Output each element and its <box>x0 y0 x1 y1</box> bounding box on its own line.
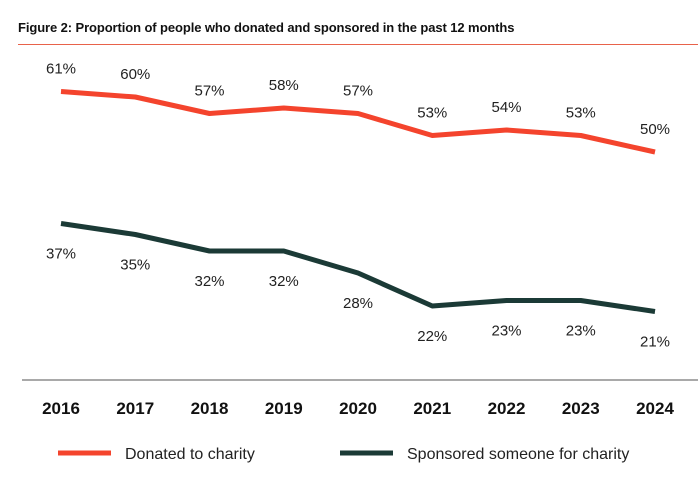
series-line-sponsored-someone-for-charity <box>60 221 656 314</box>
data-label-sponsored-someone-for-charity: 35% <box>120 257 150 274</box>
data-label-sponsored-someone-for-charity: 28% <box>343 295 373 312</box>
legend: Donated to charity Sponsored someone for … <box>58 446 629 463</box>
data-label-sponsored-someone-for-charity: 32% <box>194 273 224 290</box>
title-rule <box>18 44 698 45</box>
series-lines <box>60 89 656 314</box>
x-tick-label: 2017 <box>116 399 154 418</box>
legend-label-donated-to-charity: Donated to charity <box>125 446 255 463</box>
legend-label-sponsored-someone-for-charity: Sponsored someone for charity <box>407 446 629 463</box>
data-labels: 61% 60% 57% 58% 57% 53% 54% 53% 50% 37% 35% 32% 32% 2… <box>46 61 670 351</box>
data-label-donated-to-charity: 60% <box>120 66 150 83</box>
x-tick-label: 2024 <box>636 399 674 418</box>
x-tick-label: 2019 <box>265 399 303 418</box>
data-label-sponsored-someone-for-charity: 23% <box>566 323 596 340</box>
data-label-donated-to-charity: 61% <box>46 61 76 78</box>
data-label-sponsored-someone-for-charity: 22% <box>417 328 447 345</box>
data-label-donated-to-charity: 50% <box>640 121 670 138</box>
x-tick-label: 2020 <box>339 399 377 418</box>
x-tick-label: 2018 <box>191 399 229 418</box>
data-label-sponsored-someone-for-charity: 37% <box>46 246 76 263</box>
x-tick-label: 2022 <box>488 399 526 418</box>
data-label-sponsored-someone-for-charity: 23% <box>491 323 521 340</box>
data-label-donated-to-charity: 57% <box>194 83 224 100</box>
data-label-sponsored-someone-for-charity: 32% <box>269 273 299 290</box>
figure-title: Figure 2: Proportion of people who donat… <box>18 20 515 35</box>
x-tick-label: 2023 <box>562 399 600 418</box>
data-label-donated-to-charity: 57% <box>343 83 373 100</box>
data-label-sponsored-someone-for-charity: 21% <box>640 334 670 351</box>
x-tick-label: 2021 <box>413 399 451 418</box>
data-label-donated-to-charity: 53% <box>417 105 447 122</box>
x-tick-label: 2016 <box>42 399 80 418</box>
data-label-donated-to-charity: 53% <box>566 105 596 122</box>
data-label-donated-to-charity: 54% <box>491 99 521 116</box>
x-tick-labels: 2016 2017 2018 2019 2020 2021 2022 2023 2024 <box>42 399 674 418</box>
data-label-donated-to-charity: 58% <box>269 77 299 94</box>
series-line-donated-to-charity <box>60 89 656 155</box>
